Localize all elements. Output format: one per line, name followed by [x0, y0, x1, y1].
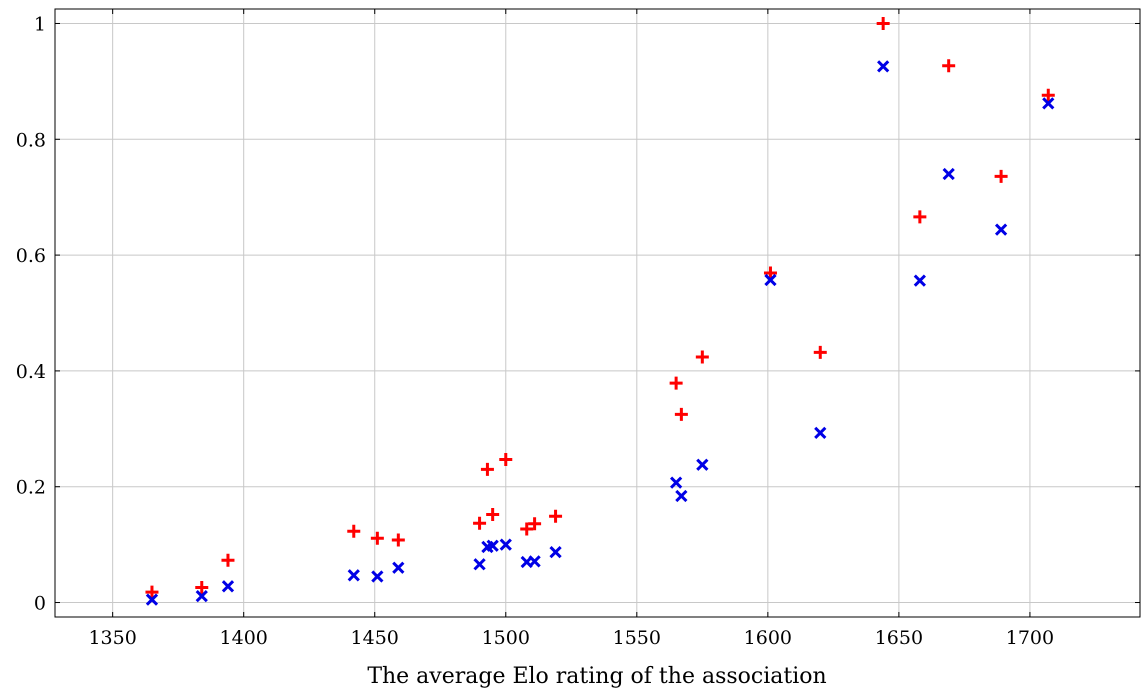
y-tick-label: 0.6 [16, 245, 46, 267]
plus-marker [876, 16, 890, 30]
x-marker [549, 546, 562, 559]
x-tick-label: 1450 [351, 627, 399, 649]
plus-marker [347, 524, 361, 538]
plus-marker [763, 266, 777, 280]
x-marker [696, 458, 709, 471]
plus-marker [195, 580, 209, 594]
axis-ticks: 1350 1400 1450 1500 1550 1600 1650 1700 0 0.2 0.4 0… [16, 9, 1140, 649]
x-marker [499, 538, 512, 551]
grid [55, 9, 1140, 617]
plus-marker [674, 407, 688, 421]
plus-marker [549, 509, 563, 523]
x-marker [1042, 97, 1055, 110]
x-marker [145, 593, 159, 606]
x-marker [814, 426, 827, 439]
x-axis-label: The average Elo rating of the associatio… [367, 664, 826, 689]
plus-marker [994, 169, 1008, 183]
data-points [145, 16, 1055, 606]
plus-marker [473, 516, 487, 530]
plus-marker [370, 531, 384, 545]
x-marker [221, 580, 235, 593]
x-marker [347, 569, 360, 582]
plus-marker [391, 533, 405, 547]
plus-marker [813, 345, 827, 359]
x-marker [195, 590, 208, 603]
plus-marker [499, 452, 513, 466]
x-tick-label: 1550 [613, 627, 661, 649]
plus-marker [942, 59, 956, 73]
y-tick-label: 0.8 [16, 129, 46, 151]
plus-marker [913, 210, 927, 224]
y-tick-label: 0.4 [16, 361, 46, 383]
x-marker [764, 273, 777, 287]
series-1-x [145, 60, 1055, 606]
x-tick-label: 1700 [1006, 627, 1054, 649]
x-marker [994, 223, 1008, 236]
y-tick-label: 0 [34, 593, 46, 615]
plus-marker [145, 585, 159, 599]
plus-marker [669, 376, 683, 390]
plot-frame [54, 8, 1141, 618]
plus-marker [486, 508, 500, 522]
x-tick-label: 1350 [88, 627, 136, 649]
y-tick-label: 0.2 [16, 477, 46, 499]
x-marker [942, 167, 955, 181]
series-0-plus [145, 16, 1055, 599]
x-tick-label: 1600 [744, 627, 792, 649]
y-tick-label: 1 [34, 13, 46, 35]
x-marker [528, 555, 541, 568]
x-marker [913, 274, 926, 287]
x-tick-label: 1500 [482, 627, 530, 649]
x-marker [669, 476, 683, 489]
x-marker [392, 561, 405, 574]
x-marker [675, 489, 688, 503]
plus-marker [520, 522, 534, 536]
plus-marker [221, 553, 235, 567]
plus-marker [695, 350, 709, 364]
plus-marker [528, 517, 542, 531]
plus-marker [1041, 88, 1055, 102]
x-tick-label: 1400 [220, 627, 268, 649]
x-marker [486, 539, 499, 552]
x-marker [371, 570, 384, 583]
x-marker [473, 558, 486, 571]
x-marker [877, 60, 890, 73]
x-tick-label: 1650 [875, 627, 923, 649]
plus-marker [480, 462, 494, 476]
